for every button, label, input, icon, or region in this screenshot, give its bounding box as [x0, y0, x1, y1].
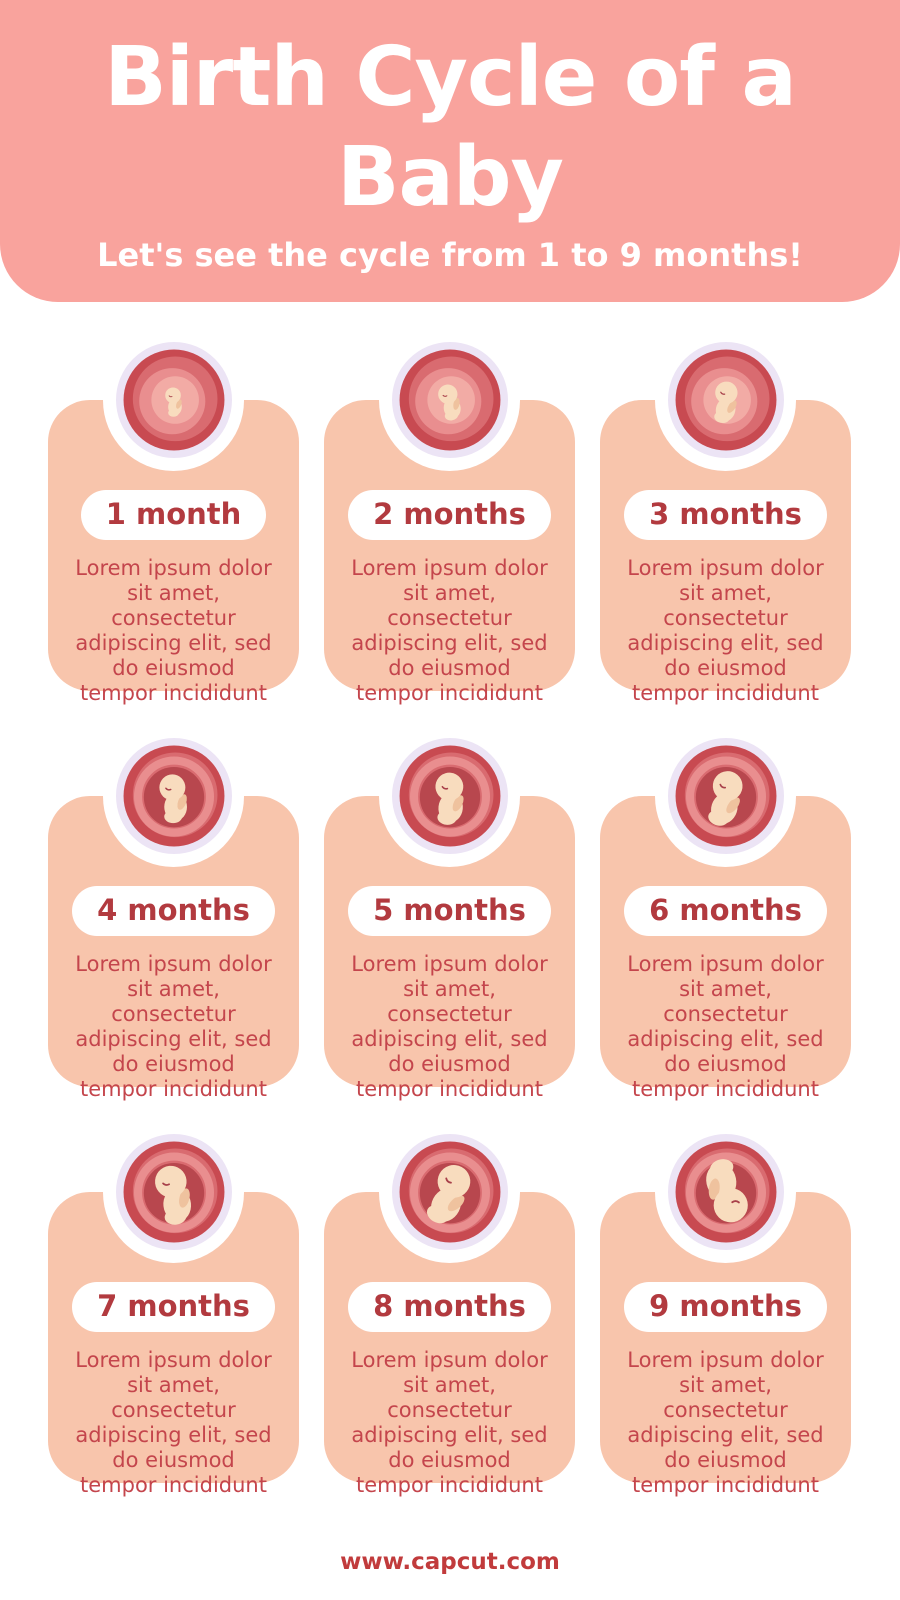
header-banner: Birth Cycle of a Baby Let's see the cycl…	[0, 0, 900, 302]
month-card: 8 months Lorem ipsum dolor sit amet, con…	[324, 1122, 575, 1497]
month-card: 1 month Lorem ipsum dolor sit amet, cons…	[48, 330, 299, 705]
months-grid: 1 month Lorem ipsum dolor sit amet, cons…	[0, 330, 900, 1497]
website-url: www.capcut.com	[340, 1549, 560, 1575]
month-card: 9 months Lorem ipsum dolor sit amet, con…	[600, 1122, 851, 1497]
month-card: 3 months Lorem ipsum dolor sit amet, con…	[600, 330, 851, 705]
month-label: 6 months	[649, 893, 802, 927]
month-label-pill: 5 months	[348, 886, 551, 936]
fetus-in-womb-icon	[667, 342, 784, 458]
month-card: 5 months Lorem ipsum dolor sit amet, con…	[324, 726, 575, 1101]
month-description: Lorem ipsum dolor sit amet, consectetur …	[75, 556, 272, 705]
fetus-in-womb-icon	[115, 738, 232, 854]
month-label: 2 months	[373, 497, 526, 531]
month-label: 3 months	[649, 497, 802, 531]
fetus-in-womb-icon	[115, 342, 232, 458]
month-label-pill: 2 months	[348, 490, 551, 540]
fetus-in-womb-icon	[391, 342, 508, 458]
footer: www.capcut.com	[0, 1549, 900, 1575]
fetus-in-womb-icon	[115, 1134, 232, 1250]
month-label-pill: 6 months	[624, 886, 827, 936]
month-description: Lorem ipsum dolor sit amet, consectetur …	[75, 1348, 272, 1497]
month-label: 4 months	[97, 893, 250, 927]
month-label: 1 month	[105, 497, 242, 531]
month-description: Lorem ipsum dolor sit amet, consectetur …	[351, 1348, 548, 1497]
month-description: Lorem ipsum dolor sit amet, consectetur …	[627, 1348, 824, 1497]
month-card: 2 months Lorem ipsum dolor sit amet, con…	[324, 330, 575, 705]
month-label-pill: 4 months	[72, 886, 275, 936]
month-label: 9 months	[649, 1289, 802, 1323]
month-card: 4 months Lorem ipsum dolor sit amet, con…	[48, 726, 299, 1101]
fetus-in-womb-icon	[391, 738, 508, 854]
fetus-in-womb-icon	[667, 738, 784, 854]
month-description: Lorem ipsum dolor sit amet, consectetur …	[627, 952, 824, 1101]
month-label-pill: 7 months	[72, 1282, 275, 1332]
month-label: 8 months	[373, 1289, 526, 1323]
month-description: Lorem ipsum dolor sit amet, consectetur …	[627, 556, 824, 705]
page-title: Birth Cycle of a Baby	[104, 30, 797, 225]
month-label-pill: 8 months	[348, 1282, 551, 1332]
fetus-in-womb-icon	[667, 1134, 784, 1250]
month-label-pill: 1 month	[80, 490, 267, 540]
fetus-in-womb-icon	[391, 1134, 508, 1250]
page-subtitle: Let's see the cycle from 1 to 9 months!	[97, 236, 803, 274]
month-description: Lorem ipsum dolor sit amet, consectetur …	[351, 556, 548, 705]
month-description: Lorem ipsum dolor sit amet, consectetur …	[75, 952, 272, 1101]
month-card: 6 months Lorem ipsum dolor sit amet, con…	[600, 726, 851, 1101]
month-card: 7 months Lorem ipsum dolor sit amet, con…	[48, 1122, 299, 1497]
month-label-pill: 9 months	[624, 1282, 827, 1332]
month-label-pill: 3 months	[624, 490, 827, 540]
month-description: Lorem ipsum dolor sit amet, consectetur …	[351, 952, 548, 1101]
month-label: 5 months	[373, 893, 526, 927]
month-label: 7 months	[97, 1289, 250, 1323]
